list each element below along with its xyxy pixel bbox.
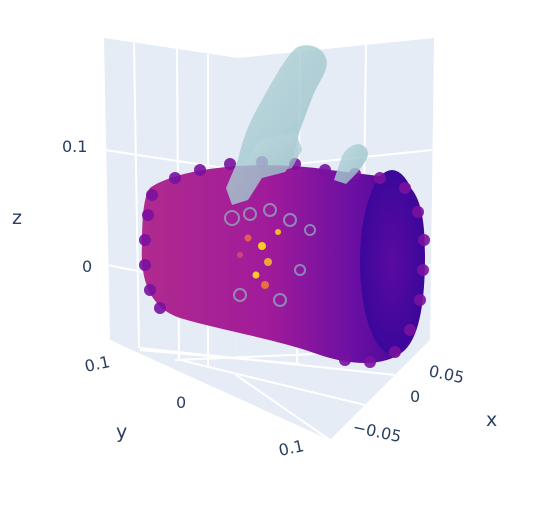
floor-plane [110,340,430,440]
x-tick-2: −0.05 [351,417,403,446]
y-tick-1: 0 [176,393,186,412]
z-tick-1: 0 [82,257,92,276]
point-cloud-cylinder [139,156,430,368]
grid-floor [139,347,396,441]
y-tick-2: 0.1 [277,436,306,460]
z-tick-0: 0.1 [62,137,87,156]
x-tick-1: 0 [410,387,420,406]
x-tick-0: 0.05 [427,361,466,387]
y-tick-0: 0.1 [83,352,112,376]
x-axis-title: x [486,409,497,431]
y-axis-title: y [116,421,127,443]
z-axis-title: z [12,207,22,229]
hand-mesh [226,45,368,206]
cylinder-end-cap [360,170,424,354]
contact-points [237,229,281,289]
